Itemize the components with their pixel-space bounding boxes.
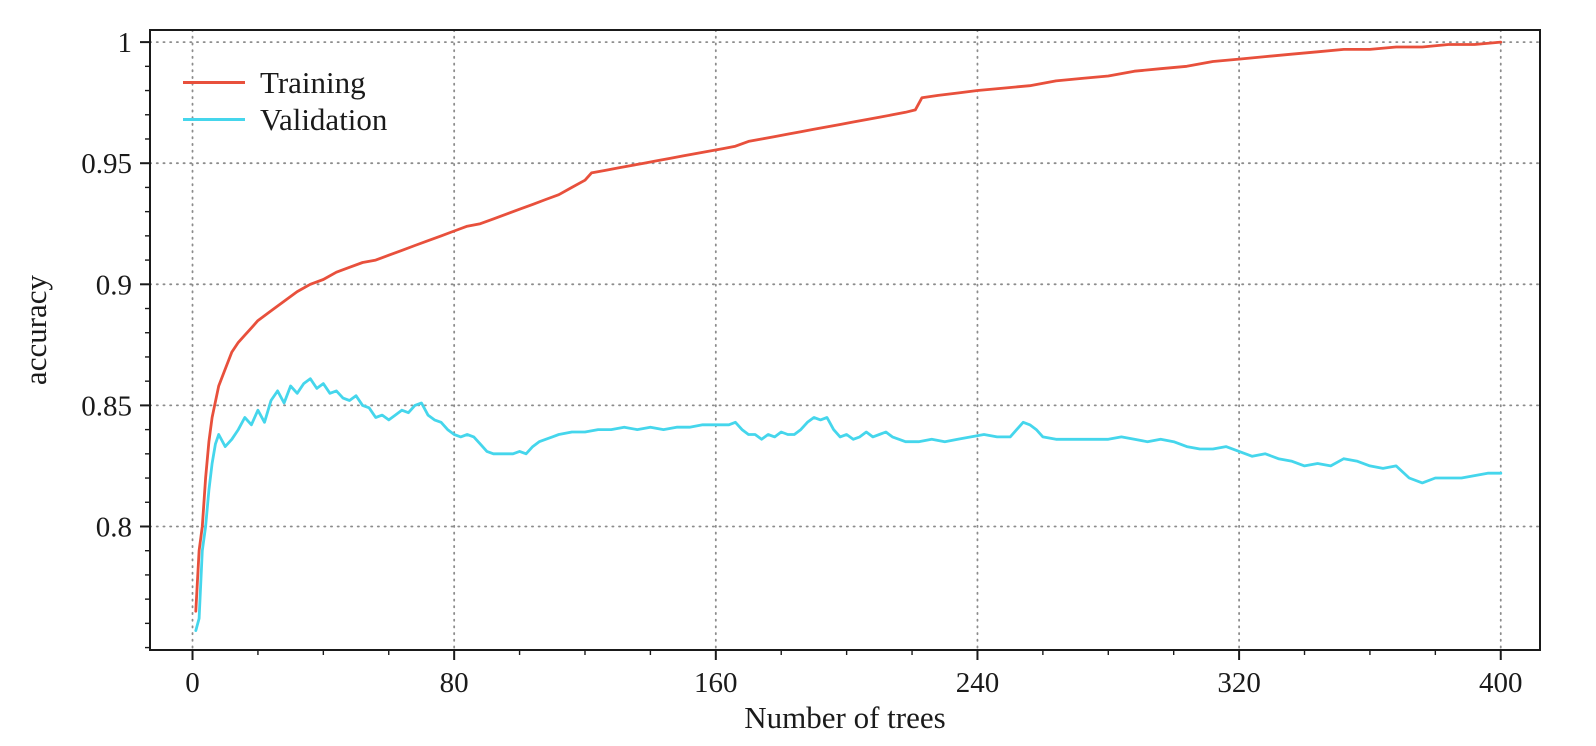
svg-text:0.85: 0.85 — [81, 390, 132, 422]
svg-text:240: 240 — [956, 667, 1000, 699]
svg-text:1: 1 — [118, 27, 133, 59]
legend-item-validation: Validation — [183, 101, 387, 137]
legend: Training Validation — [183, 64, 387, 137]
svg-text:0: 0 — [185, 667, 200, 699]
x-axis-title: Number of trees — [744, 700, 946, 735]
legend-item-training: Training — [183, 64, 387, 100]
legend-label-validation: Validation — [260, 101, 388, 137]
svg-text:80: 80 — [440, 667, 469, 699]
svg-text:0.9: 0.9 — [96, 269, 132, 301]
y-axis-title: accuracy — [18, 274, 53, 386]
svg-text:320: 320 — [1217, 667, 1261, 699]
svg-text:0.8: 0.8 — [96, 511, 132, 543]
svg-text:400: 400 — [1479, 667, 1523, 699]
svg-text:0.95: 0.95 — [81, 148, 132, 180]
svg-text:160: 160 — [694, 667, 738, 699]
legend-label-training: Training — [260, 64, 366, 100]
training-line-swatch — [183, 80, 245, 84]
validation-line-swatch — [183, 117, 245, 121]
